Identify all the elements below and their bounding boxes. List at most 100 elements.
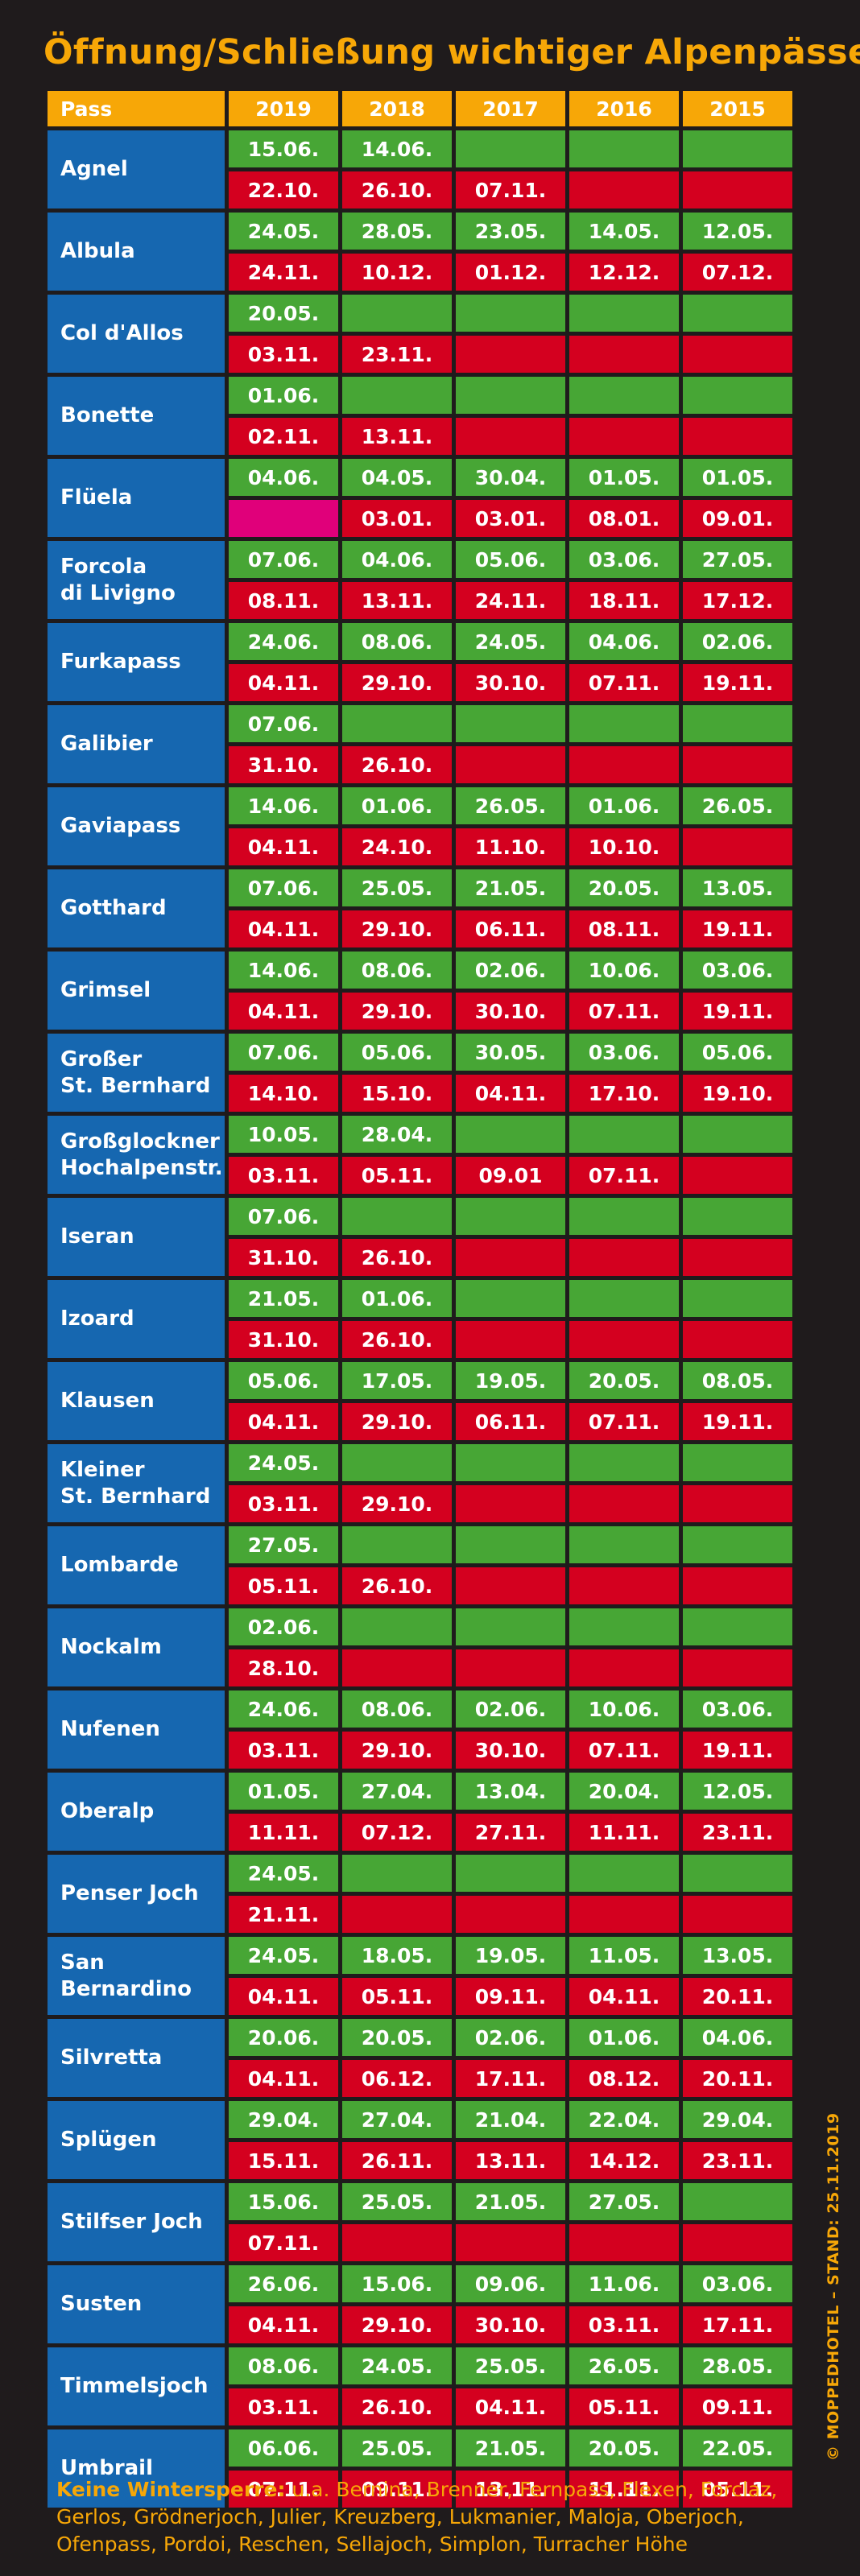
pass-name-oberalp: Oberalp [48, 1773, 225, 1851]
open-date-cell: 20.05. [569, 1362, 679, 1399]
close-date-cell: 29.10. [342, 664, 452, 701]
open-date-cell: 20.05. [569, 869, 679, 906]
open-date-cell: 21.05. [229, 1280, 338, 1317]
header-year-2019: 2019 [229, 91, 338, 126]
close-date-cell: 03.11. [229, 1732, 338, 1769]
open-date-cell: 08.06. [342, 623, 452, 660]
open-date-cell: 13.05. [683, 869, 792, 906]
close-date-cell: 19.11. [683, 664, 792, 701]
table-row-open: Nockalm 02.06. [48, 1608, 792, 1686]
open-date-cell: 02.06. [456, 2019, 565, 2056]
close-date-cell: 07.11. [456, 171, 565, 208]
close-date-cell: 04.11. [229, 664, 338, 701]
pass-name-kleiner-st-bernhard: Kleiner St. Bernhard [48, 1444, 225, 1522]
open-date-cell [569, 705, 679, 742]
close-date-cell: 29.10. [342, 910, 452, 947]
header-row: Pass 2019 2018 2017 2016 2015 [48, 91, 792, 126]
table-row-open: Großer St. Bernhard 07.06. 05.06. 30.05. 03.… [48, 1034, 792, 1112]
close-date-cell: 11.11. [229, 1814, 338, 1851]
close-date-cell [683, 1896, 792, 1933]
close-date-cell: 24.10. [342, 828, 452, 865]
open-date-cell: 28.04. [342, 1116, 452, 1153]
close-date-cell: 02.11. [229, 418, 338, 455]
close-date-cell [456, 1649, 565, 1686]
close-date-cell: 19.10. [683, 1075, 792, 1112]
open-date-cell: 01.06. [569, 787, 679, 824]
close-date-cell [569, 2224, 679, 2261]
open-date-cell [342, 377, 452, 414]
table-row-open: Silvretta 20.06. 20.05. 02.06. 01.06. 04.06. [48, 2019, 792, 2097]
close-date-cell: 04.11. [569, 1978, 679, 2015]
open-date-cell: 21.05. [456, 869, 565, 906]
table-row-close: 04.11. 29.10. 06.11. 07.11. 19.11. [48, 1403, 792, 1440]
close-date-cell: 04.11. [229, 1978, 338, 2015]
open-date-cell: 18.05. [342, 1937, 452, 1974]
open-date-cell: 22.05. [683, 2429, 792, 2467]
open-date-cell [683, 1444, 792, 1481]
open-date-cell: 25.05. [456, 2347, 565, 2384]
close-date-cell: 26.10. [342, 171, 452, 208]
table-row-close: 11.11. 07.12. 27.11. 11.11. 23.11. [48, 1814, 792, 1851]
open-date-cell: 03.06. [569, 541, 679, 578]
close-date-cell [456, 418, 565, 455]
open-date-cell: 15.06. [342, 2265, 452, 2302]
table-row-close: 31.10. 26.10. [48, 1239, 792, 1276]
table-body: Agnel 15.06. 14.06. 22.10. 26.10. 07.11. Albul… [48, 130, 792, 2508]
open-date-cell: 01.06. [229, 377, 338, 414]
pass-name-iseran: Iseran [48, 1198, 225, 1276]
open-date-cell: 20.04. [569, 1773, 679, 1810]
table-row-open: Timmelsjoch 08.06. 24.05. 25.05. 26.05. 28.05… [48, 2347, 792, 2425]
open-date-cell: 26.05. [683, 787, 792, 824]
open-date-cell: 08.06. [342, 952, 452, 989]
close-date-cell: 07.11. [569, 1157, 679, 1194]
open-date-cell: 04.06. [683, 2019, 792, 2056]
footer-text: u.a. Bernina, Brenner, Fernpass, Flexen,… [56, 2478, 778, 2556]
close-date-cell: 03.11. [229, 1485, 338, 1522]
open-date-cell: 01.06. [342, 787, 452, 824]
header-year-2016: 2016 [569, 91, 679, 126]
open-date-cell: 05.06. [342, 1034, 452, 1071]
close-date-cell: 19.11. [683, 993, 792, 1030]
pass-name-timmelsjoch: Timmelsjoch [48, 2347, 225, 2425]
header-year-2015: 2015 [683, 91, 792, 126]
table-row-open: Klausen 05.06. 17.05. 19.05. 20.05. 08.05. [48, 1362, 792, 1440]
open-date-cell [569, 1608, 679, 1645]
page-title: Öffnung/Schließung wichtiger Alpenpässe [43, 32, 860, 72]
open-date-cell: 30.04. [456, 459, 565, 496]
close-date-cell [456, 1485, 565, 1522]
open-date-cell: 14.06. [342, 130, 452, 167]
open-date-cell: 20.06. [229, 2019, 338, 2056]
table-row-open: Galibier 07.06. [48, 705, 792, 783]
open-date-cell: 03.06. [569, 1034, 679, 1071]
close-date-cell [683, 1567, 792, 1604]
open-date-cell: 04.06. [229, 459, 338, 496]
open-date-cell [342, 1198, 452, 1235]
close-date-cell: 31.10. [229, 1239, 338, 1276]
table-row-open: Gaviapass 14.06. 01.06. 26.05. 01.06. 26.05. [48, 787, 792, 865]
pass-name-nockalm: Nockalm [48, 1608, 225, 1686]
table-row-open: Großglockner Hochalpenstr. 10.05. 28.04. [48, 1116, 792, 1194]
open-date-cell: 27.05. [569, 2183, 679, 2220]
close-date-cell: 11.10. [456, 828, 565, 865]
table-row-open: Splügen 29.04. 27.04. 21.04. 22.04. 29.04. [48, 2101, 792, 2179]
close-date-cell [342, 1896, 452, 1933]
close-date-cell: 14.12. [569, 2142, 679, 2179]
table-row-close: 08.11. 13.11. 24.11. 18.11. 17.12. [48, 582, 792, 619]
close-date-cell: 30.10. [456, 2306, 565, 2343]
open-date-cell [683, 1855, 792, 1892]
close-date-cell: 03.01. [456, 500, 565, 537]
open-date-cell: 19.05. [456, 1937, 565, 1974]
open-date-cell: 10.06. [569, 1690, 679, 1728]
footer-label: Keine Wintersperre: [56, 2478, 286, 2501]
open-date-cell [683, 2183, 792, 2220]
close-date-cell: 07.12. [683, 254, 792, 291]
open-date-cell: 25.05. [342, 869, 452, 906]
pass-name-stilfser-joch: Stilfser Joch [48, 2183, 225, 2261]
open-date-cell [569, 130, 679, 167]
open-date-cell: 13.05. [683, 1937, 792, 1974]
open-date-cell [569, 1444, 679, 1481]
close-date-cell: 19.11. [683, 910, 792, 947]
close-date-cell: 05.11. [683, 2471, 792, 2508]
close-date-cell: 26.10. [342, 746, 452, 783]
open-date-cell: 02.06. [683, 623, 792, 660]
